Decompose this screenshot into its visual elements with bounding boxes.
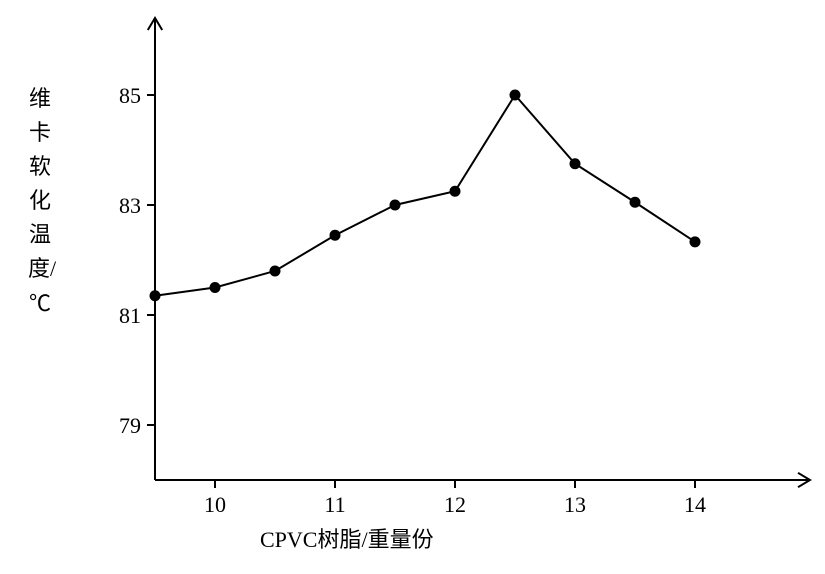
- y-tick-label: 79: [119, 413, 141, 438]
- chart-container: 10 11 12 13 14 79 81 83 85 维卡软化温度/℃ CPVC树脂/重量份: [0, 0, 825, 574]
- data-line: [155, 95, 695, 296]
- y-tick-label: 83: [119, 193, 141, 218]
- x-tick-label: 14: [684, 492, 706, 517]
- x-axis-title: CPVC树脂/重量份: [260, 522, 434, 554]
- y-tick-label: 85: [119, 83, 141, 108]
- x-tick-label: 11: [324, 492, 345, 517]
- x-tick-label: 10: [204, 492, 226, 517]
- data-point: [570, 158, 581, 169]
- line-chart: 10 11 12 13 14 79 81 83 85: [0, 0, 825, 574]
- data-point: [210, 282, 221, 293]
- y-axis-title: 维卡软化温度/℃: [28, 82, 52, 321]
- data-point: [390, 200, 401, 211]
- data-point: [690, 236, 701, 247]
- y-tick-label: 81: [119, 303, 141, 328]
- data-point: [630, 197, 641, 208]
- data-point: [330, 230, 341, 241]
- data-point: [510, 90, 521, 101]
- x-tick-label: 12: [444, 492, 466, 517]
- x-tick-label: 13: [564, 492, 586, 517]
- data-point: [450, 186, 461, 197]
- data-point: [270, 266, 281, 277]
- data-point: [150, 290, 161, 301]
